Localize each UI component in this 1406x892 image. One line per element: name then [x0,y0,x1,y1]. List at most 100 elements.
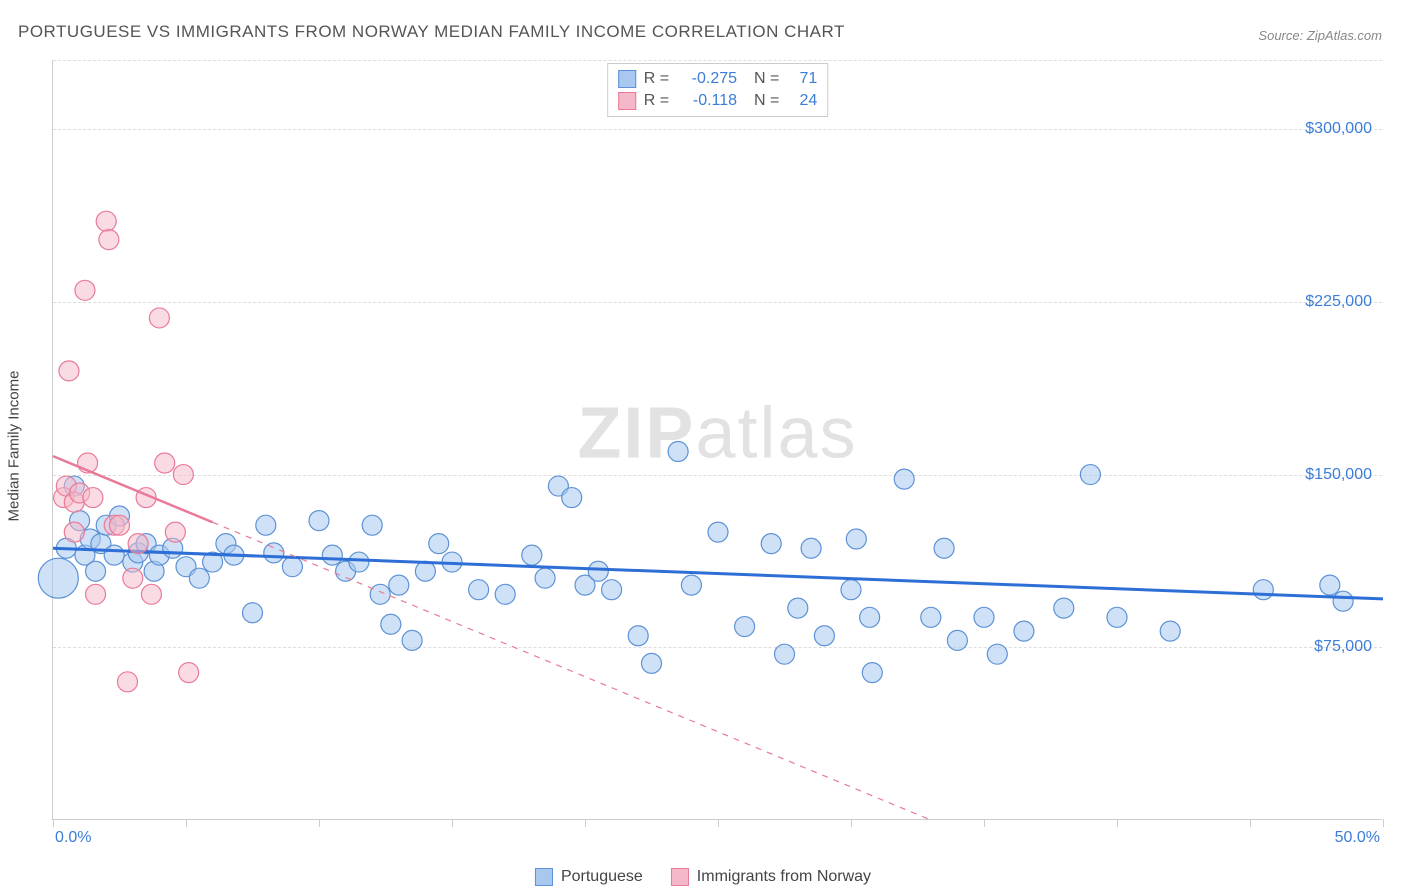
legend-item: Immigrants from Norway [671,868,871,886]
scatter-point [86,584,106,604]
legend-stats-row: R =-0.275 N =71 [618,68,818,90]
scatter-point [86,561,106,581]
x-tick [585,819,586,827]
source-value: ZipAtlas.com [1307,28,1382,43]
x-tick-label: 50.0% [1335,829,1380,847]
scatter-point [934,538,954,558]
scatter-point [495,584,515,604]
scatter-point [243,603,263,623]
scatter-point [110,515,130,535]
x-tick [53,819,54,827]
scatter-point [370,584,390,604]
scatter-point [814,626,834,646]
scatter-point [761,534,781,554]
scatter-point [522,545,542,565]
scatter-point [788,598,808,618]
scatter-point [362,515,382,535]
scatter-point [117,672,137,692]
scatter-point [429,534,449,554]
scatter-point [381,614,401,634]
scatter-point [668,442,688,462]
scatter-point [1014,621,1034,641]
x-tick [1250,819,1251,827]
scatter-point [165,522,185,542]
scatter-point [264,543,284,563]
scatter-point [123,568,143,588]
source-attribution: Source: ZipAtlas.com [1258,28,1382,43]
scatter-point [1107,607,1127,627]
legend-r-value: -0.118 [677,92,737,110]
x-tick [851,819,852,827]
legend-stats: R =-0.275 N =71R =-0.118 N =24 [607,63,829,117]
scatter-point [562,488,582,508]
scatter-point [921,607,941,627]
scatter-point [189,568,209,588]
scatter-point [735,617,755,637]
legend-swatch [618,92,636,110]
legend-n-label: N = [745,70,779,88]
x-tick [452,819,453,827]
scatter-point [104,545,124,565]
legend-swatch [671,868,689,886]
scatter-point [535,568,555,588]
scatter-point [775,644,795,664]
scatter-point [1253,580,1273,600]
legend-item: Portuguese [535,868,643,886]
x-tick [1383,819,1384,827]
scatter-point [155,453,175,473]
scatter-point [309,511,329,531]
scatter-point [75,280,95,300]
scatter-point [128,534,148,554]
scatter-svg [53,60,1382,819]
scatter-point [415,561,435,581]
scatter-point [894,469,914,489]
scatter-point [141,584,161,604]
scatter-point [628,626,648,646]
scatter-point [59,361,79,381]
legend-r-label: R = [644,92,669,110]
scatter-point [1333,591,1353,611]
scatter-point [860,607,880,627]
x-tick [718,819,719,827]
x-tick [1117,819,1118,827]
x-tick [984,819,985,827]
scatter-point [1080,465,1100,485]
y-axis-title: Median Family Income [6,371,23,522]
scatter-point [402,630,422,650]
scatter-point [801,538,821,558]
scatter-point [349,552,369,572]
scatter-point [846,529,866,549]
scatter-point [389,575,409,595]
x-tick [186,819,187,827]
legend-r-label: R = [644,70,669,88]
legend-bottom: Portuguese Immigrants from Norway [535,868,871,886]
scatter-point [99,230,119,250]
source-label: Source: [1258,28,1303,43]
legend-label: Immigrants from Norway [697,868,871,886]
scatter-point [1160,621,1180,641]
scatter-point [1320,575,1340,595]
scatter-point [83,488,103,508]
scatter-point [708,522,728,542]
scatter-point [38,558,78,598]
trend-line [53,548,1383,599]
scatter-point [96,211,116,231]
legend-r-value: -0.275 [677,70,737,88]
scatter-point [179,663,199,683]
legend-swatch [618,70,636,88]
scatter-point [469,580,489,600]
scatter-point [974,607,994,627]
legend-n-value: 24 [787,92,817,110]
scatter-point [602,580,622,600]
scatter-point [149,308,169,328]
chart-title: PORTUGUESE VS IMMIGRANTS FROM NORWAY MED… [18,22,845,42]
x-tick-label: 0.0% [55,829,91,847]
x-tick [319,819,320,827]
scatter-point [987,644,1007,664]
scatter-point [642,653,662,673]
plot-area: ZIPatlas R =-0.275 N =71R =-0.118 N =24 … [52,60,1382,820]
scatter-point [173,465,193,485]
legend-swatch [535,868,553,886]
scatter-point [681,575,701,595]
scatter-point [1054,598,1074,618]
